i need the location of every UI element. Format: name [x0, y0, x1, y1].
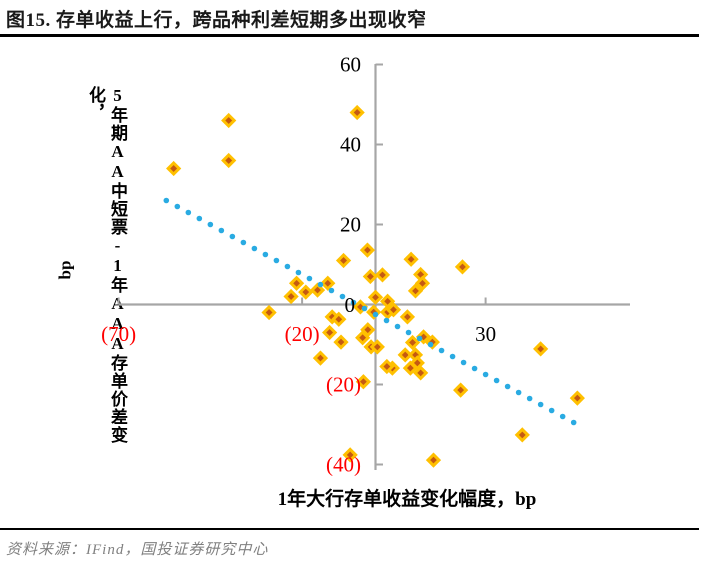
- trend-dot: [394, 323, 401, 330]
- trend-dot: [317, 281, 324, 288]
- x-axis-title: 1年大行存单收益变化幅度，bp: [277, 489, 537, 510]
- scatter-point: [454, 259, 471, 275]
- scatter-point: [514, 427, 530, 443]
- trend-dot: [240, 239, 247, 246]
- scatter-point: [379, 358, 395, 375]
- trend-dot: [218, 227, 225, 234]
- trend-dot: [273, 257, 280, 264]
- trend-dot: [295, 269, 302, 276]
- scatter-point: [320, 275, 336, 291]
- trend-dot: [284, 263, 291, 270]
- scatter-point: [312, 350, 329, 366]
- trend-dot: [306, 275, 313, 282]
- scatter-point: [374, 267, 391, 283]
- scatter-point: [298, 284, 314, 300]
- trend-dot: [515, 389, 522, 396]
- trend-dot: [262, 251, 269, 258]
- trend-dot: [537, 401, 544, 408]
- scatter-point: [309, 282, 326, 298]
- trend-dot: [504, 383, 511, 390]
- scatter-point: [342, 447, 358, 463]
- trend-dot: [350, 299, 357, 306]
- scatter-point: [166, 160, 182, 177]
- scatter-point: [385, 302, 402, 318]
- trend-dot: [526, 395, 533, 402]
- scatter-point: [414, 275, 431, 291]
- scatter-point: [407, 283, 424, 299]
- scatter-point: [425, 452, 442, 468]
- scatter-point: [362, 268, 378, 285]
- scatter-point: [283, 288, 299, 305]
- trend-dot: [174, 203, 181, 210]
- trend-dot: [229, 233, 236, 240]
- scatter-point: [360, 322, 376, 338]
- scatter-point: [413, 365, 429, 381]
- scatter-point: [453, 382, 469, 398]
- scatter-point: [331, 311, 347, 327]
- scatter-point: [288, 275, 305, 291]
- trend-dot: [383, 317, 390, 324]
- scatter-point: [404, 334, 421, 351]
- scatter-point: [409, 355, 425, 371]
- trend-dot: [460, 359, 467, 366]
- scatter-point: [355, 330, 371, 346]
- trend-dot: [339, 293, 346, 300]
- trend-dot: [482, 371, 489, 378]
- trend-dot: [185, 209, 192, 216]
- trend-dot: [416, 335, 423, 342]
- scatter-point: [355, 374, 372, 390]
- source-note: 资料来源：IFind，国投证券研究中心: [6, 542, 269, 558]
- scatter-point: [569, 390, 585, 406]
- x-tick-label: (70): [101, 322, 136, 346]
- trend-dot: [372, 311, 379, 318]
- trend-dot: [427, 341, 434, 348]
- scatter-point: [322, 324, 338, 341]
- scatter-point: [369, 339, 385, 355]
- trend-dot: [438, 347, 445, 354]
- trend-dot: [405, 329, 412, 336]
- trend-dot: [361, 305, 368, 312]
- trend-dot: [449, 353, 456, 360]
- scatter-point: [221, 112, 237, 129]
- x-tick-label: 30: [475, 322, 496, 346]
- origin-label: 0: [345, 293, 356, 317]
- scatter-point: [397, 347, 413, 363]
- scatter-point: [403, 251, 419, 267]
- trend-dot: [196, 215, 203, 222]
- scatter-point: [335, 252, 352, 269]
- trend-dot: [328, 287, 335, 294]
- trend-dot: [548, 407, 555, 414]
- scatter-point: [349, 104, 365, 121]
- trend-dot: [471, 365, 478, 372]
- y-tick-label: 60: [340, 53, 361, 77]
- figure-title: 图15. 存单收益上行，跨品种利差短期多出现收窄: [6, 10, 427, 31]
- y-tick-label: (20): [326, 373, 361, 397]
- y-tick-label: 20: [340, 213, 361, 237]
- scatter-point: [333, 334, 349, 350]
- footer-rule: [0, 528, 699, 530]
- trend-dot: [559, 413, 566, 420]
- scatter-point: [367, 289, 384, 305]
- scatter-point: [399, 309, 416, 325]
- y-axis-title: 5年期AA中短票-1年AAA存单价差变化，: [86, 86, 127, 444]
- scatter-point: [261, 304, 277, 321]
- scatter-point: [533, 341, 549, 357]
- x-tick-label: (20): [285, 322, 320, 346]
- y-tick-label: (40): [326, 453, 361, 477]
- scatter-point: [221, 152, 237, 169]
- trend-dot: [207, 221, 214, 228]
- trend-dot: [493, 377, 500, 384]
- trend-dot: [570, 419, 577, 426]
- title-underline: [0, 34, 699, 37]
- trend-dot: [163, 197, 170, 204]
- scatter-point: [359, 242, 376, 258]
- trend-dot: [251, 245, 258, 252]
- y-tick-label: 40: [340, 133, 361, 157]
